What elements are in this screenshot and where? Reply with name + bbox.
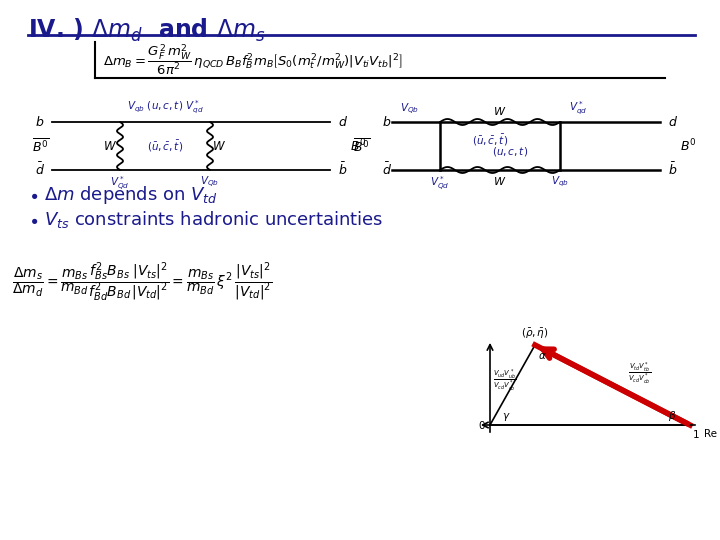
Text: $V_{Qb}$: $V_{Qb}$ — [400, 102, 420, 117]
Text: $B^0$: $B^0$ — [680, 138, 696, 154]
Text: $\beta$: $\beta$ — [668, 409, 676, 423]
Text: Re: Re — [704, 429, 717, 439]
Text: $0$: $0$ — [478, 419, 486, 431]
Text: $W$: $W$ — [493, 175, 507, 187]
Text: $d$: $d$ — [668, 115, 678, 129]
Text: $\frac{V_{ud}V_{ub}^*}{V_{cd}V_{cb}^*}$: $\frac{V_{ud}V_{ub}^*}{V_{cd}V_{cb}^*}$ — [493, 367, 517, 393]
Text: $b$: $b$ — [382, 115, 392, 129]
Text: $V_{Qb}$: $V_{Qb}$ — [200, 175, 220, 190]
Text: $B^0$: $B^0$ — [350, 138, 366, 154]
Text: $V_{qd}^*$: $V_{qd}^*$ — [569, 99, 588, 117]
Text: $V_{Qd}^*$: $V_{Qd}^*$ — [110, 175, 130, 193]
Text: IV. ) $\Delta m_d$  and $\Delta m_s$: IV. ) $\Delta m_d$ and $\Delta m_s$ — [28, 17, 266, 44]
Text: $V_{qb}\ (u,c,t)\ V_{qd}^*$: $V_{qb}\ (u,c,t)\ V_{qd}^*$ — [127, 99, 203, 116]
Text: $W$: $W$ — [212, 139, 226, 152]
Text: $\alpha$: $\alpha$ — [538, 351, 546, 361]
Text: $(\bar{u},\bar{c},\bar{t})$: $(\bar{u},\bar{c},\bar{t})$ — [472, 132, 508, 147]
Text: $V_{ts}$ constraints hadronic uncertainties: $V_{ts}$ constraints hadronic uncertaint… — [44, 210, 383, 231]
Text: $\Delta m_B = \dfrac{G_F^2\,m_W^2}{6\pi^2}\,\eta_{QCD}\,B_B f_B^2 m_B\left[S_0(m: $\Delta m_B = \dfrac{G_F^2\,m_W^2}{6\pi^… — [103, 42, 403, 78]
Text: $(u,c,t)$: $(u,c,t)$ — [492, 145, 528, 159]
Text: $b$: $b$ — [35, 115, 45, 129]
Text: $\overline{B^0}$: $\overline{B^0}$ — [353, 137, 370, 155]
Text: $\bar{d}$: $\bar{d}$ — [382, 162, 392, 178]
Text: $W$: $W$ — [493, 105, 507, 117]
Text: $\gamma$: $\gamma$ — [502, 411, 510, 423]
Text: $1$: $1$ — [692, 428, 700, 440]
Text: $\bar{b}$: $\bar{b}$ — [338, 162, 347, 178]
Text: $\bullet$: $\bullet$ — [28, 211, 38, 229]
Text: $V_{Qd}^*$: $V_{Qd}^*$ — [431, 175, 450, 193]
Text: $(\bar{\rho},\bar{\eta})$: $(\bar{\rho},\bar{\eta})$ — [521, 327, 549, 341]
Text: $\bar{b}$: $\bar{b}$ — [668, 162, 678, 178]
Text: $\dfrac{\Delta m_s}{\Delta m_d} = \dfrac{m_{Bs}}{m_{Bd}}\dfrac{f_{Bs}^2 B_{Bs}}{: $\dfrac{\Delta m_s}{\Delta m_d} = \dfrac… — [12, 260, 272, 304]
Text: $V_{qb}$: $V_{qb}$ — [551, 175, 569, 190]
Text: $\Delta m$ depends on $V_{td}$: $\Delta m$ depends on $V_{td}$ — [44, 184, 218, 206]
Text: $d$: $d$ — [338, 115, 348, 129]
Text: $\frac{V_{td}V_{tb}^*}{V_{cd}V_{cb}^*}$: $\frac{V_{td}V_{tb}^*}{V_{cd}V_{cb}^*}$ — [629, 360, 652, 386]
Text: $(\bar{u},\bar{c},\bar{t})$: $(\bar{u},\bar{c},\bar{t})$ — [147, 138, 183, 153]
Text: $\bar{d}$: $\bar{d}$ — [35, 162, 45, 178]
Text: $W$: $W$ — [103, 139, 117, 152]
Text: $\bullet$: $\bullet$ — [28, 186, 38, 204]
Text: $\overline{B^0}$: $\overline{B^0}$ — [32, 137, 50, 155]
